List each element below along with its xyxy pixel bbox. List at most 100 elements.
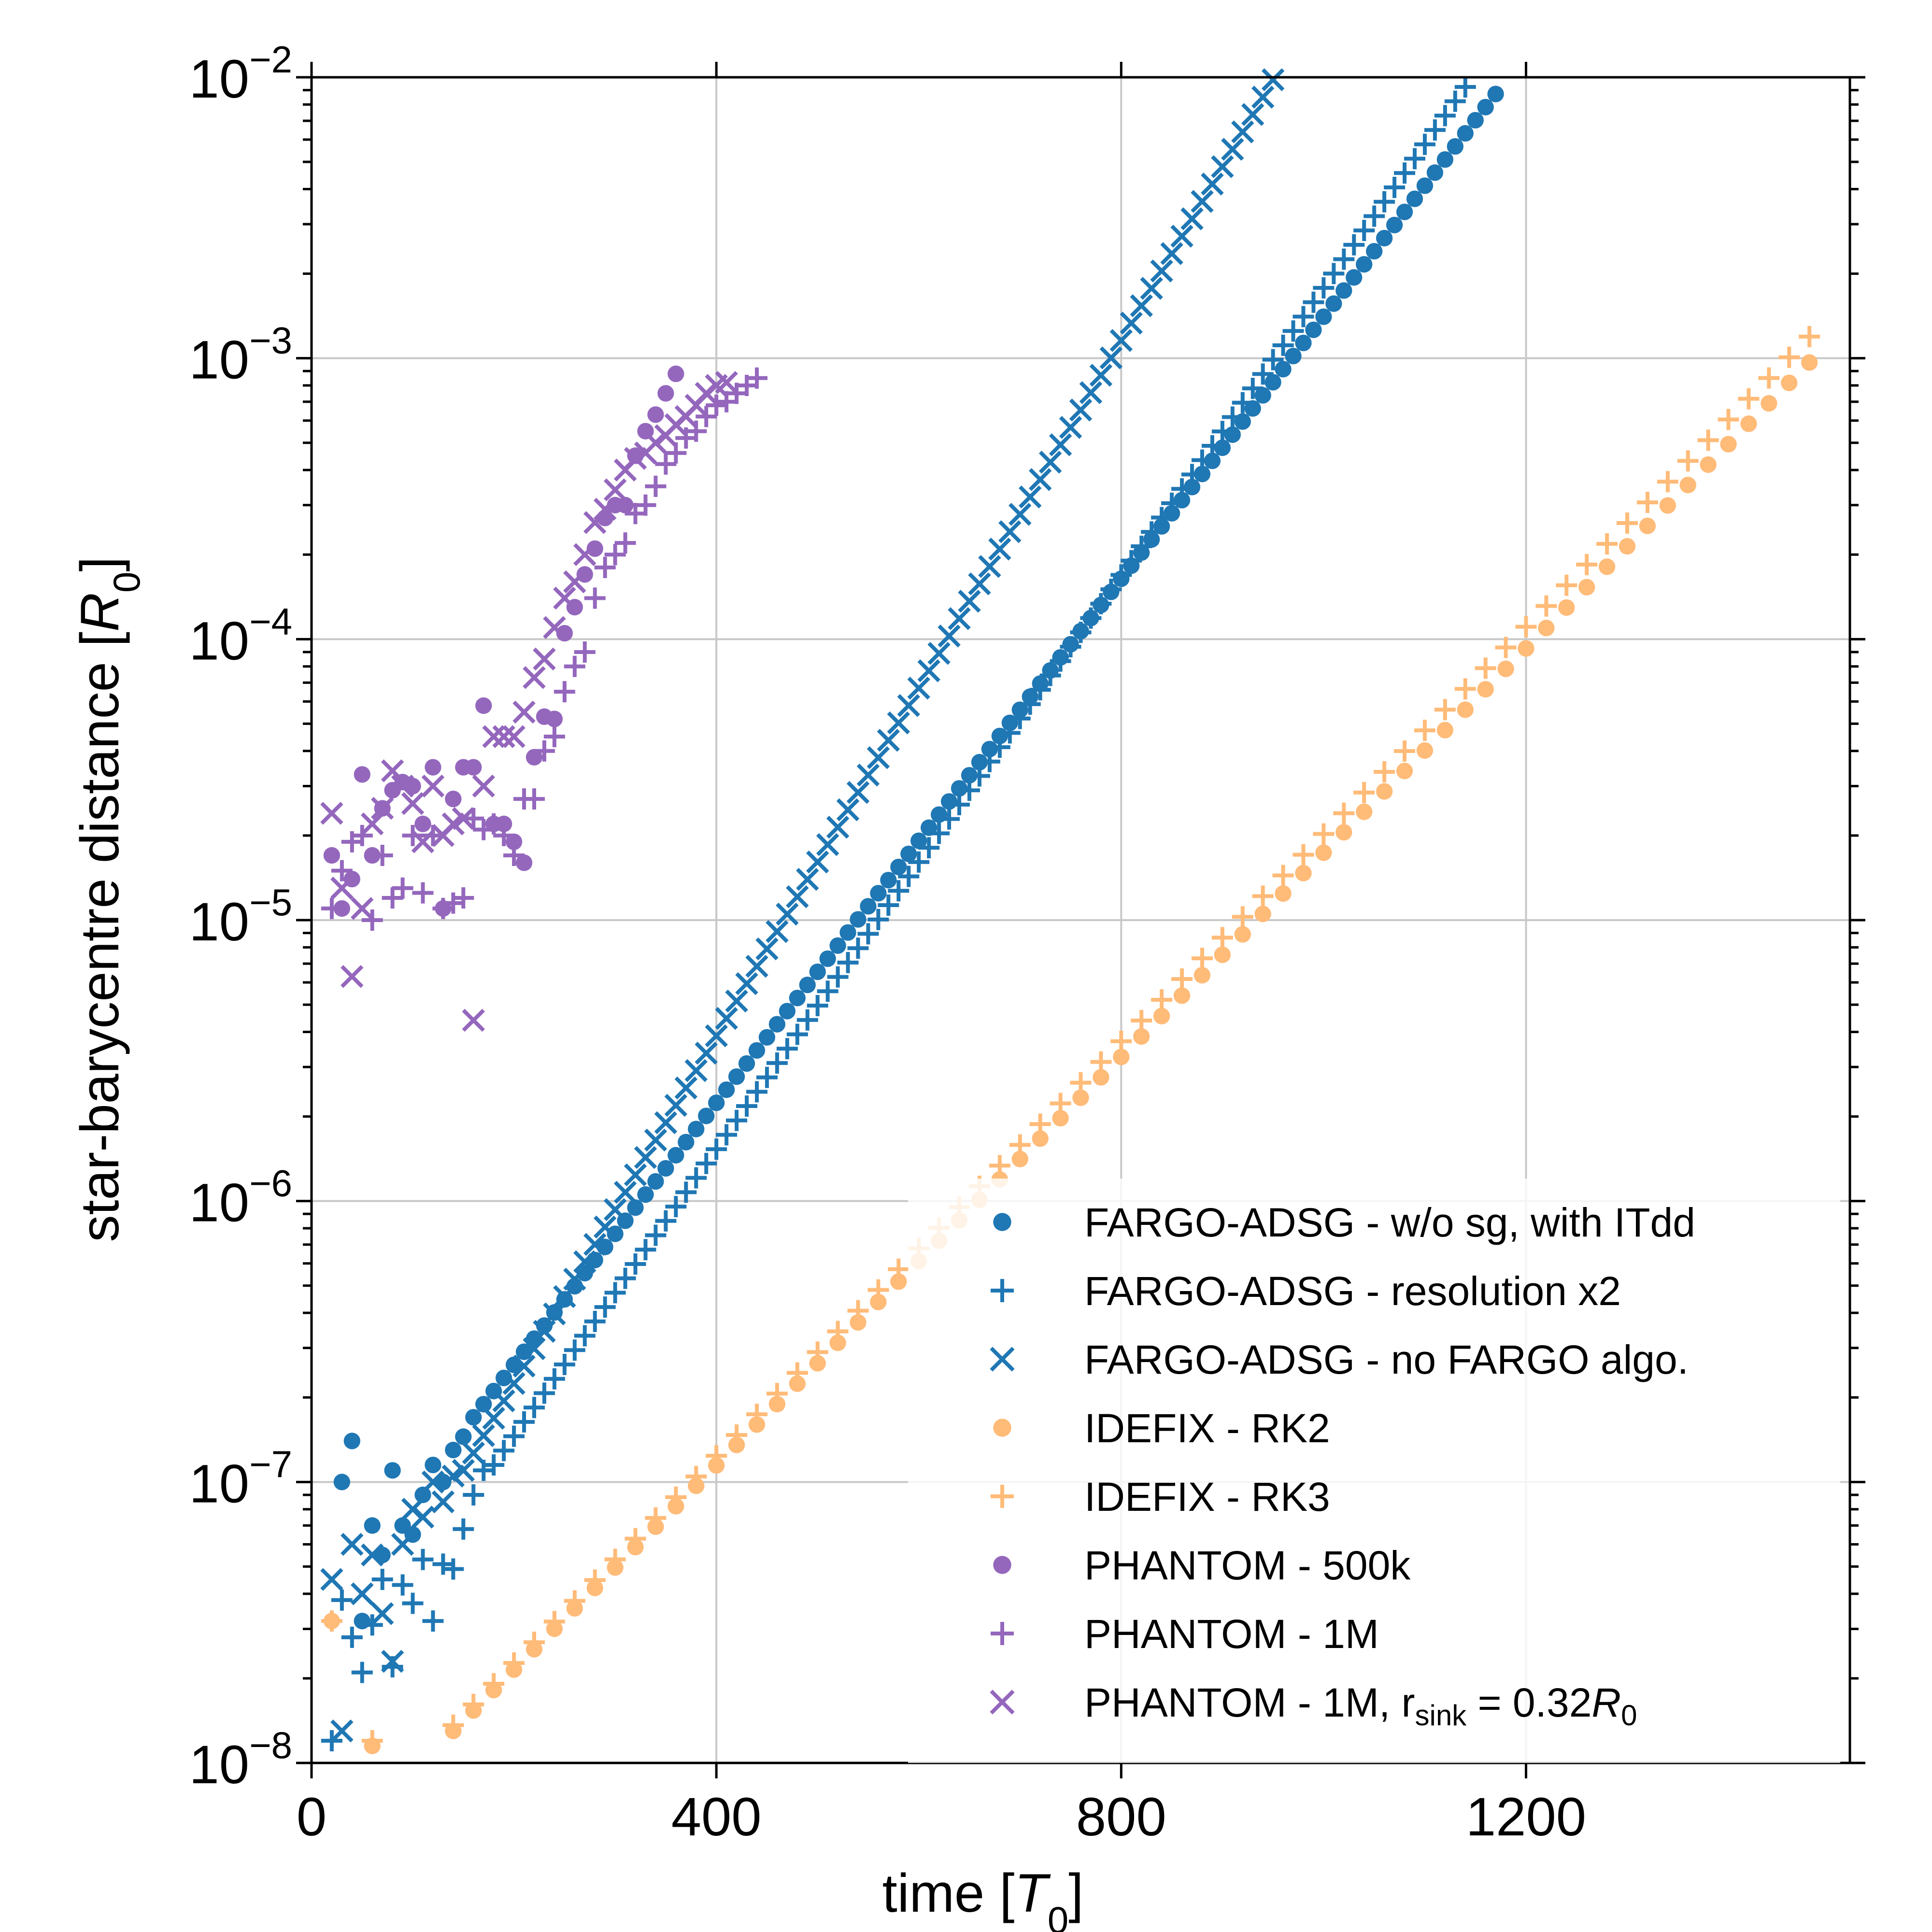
marker-stroke <box>695 1041 718 1065</box>
marker-stroke <box>360 1543 384 1567</box>
data-point <box>847 938 869 959</box>
data-point <box>1406 190 1423 207</box>
data-point <box>1657 471 1678 493</box>
data-point <box>412 882 434 904</box>
marker-stroke <box>1241 103 1264 126</box>
marker-stroke <box>674 1076 698 1100</box>
data-point <box>1617 512 1638 534</box>
marker-stroke <box>1221 138 1244 161</box>
marker-stroke <box>1211 155 1234 178</box>
data-point <box>1160 242 1183 265</box>
data-point <box>614 1267 636 1289</box>
data-point <box>850 911 867 928</box>
data-point <box>573 543 597 566</box>
data-point <box>452 1459 475 1482</box>
data-point <box>706 1138 727 1160</box>
data-point <box>1050 650 1071 672</box>
data-point <box>381 1649 404 1673</box>
data-point <box>1109 329 1133 352</box>
marker-stroke <box>958 590 981 613</box>
data-point <box>1376 783 1393 800</box>
data-point <box>341 1626 363 1648</box>
data-point <box>1457 701 1474 718</box>
marker-stroke <box>370 1602 394 1625</box>
data-point <box>1325 295 1342 312</box>
data-point <box>1416 177 1434 194</box>
marker-stroke <box>836 798 860 822</box>
data-point <box>1598 558 1616 575</box>
data-point <box>668 365 684 383</box>
data-point <box>543 1302 566 1326</box>
marker-stroke <box>1019 485 1042 509</box>
legend-marker <box>990 1690 1015 1715</box>
data-point <box>1032 1130 1049 1147</box>
data-point <box>331 860 353 881</box>
data-point <box>1778 346 1800 368</box>
data-point <box>1414 133 1435 155</box>
data-point <box>836 798 860 822</box>
data-point <box>1214 439 1231 456</box>
data-point <box>543 726 565 748</box>
marker-stroke <box>766 920 789 943</box>
data-point <box>583 1233 607 1256</box>
data-point <box>442 1714 464 1736</box>
data-point <box>847 1300 869 1321</box>
data-point <box>594 1296 616 1318</box>
data-point <box>755 937 779 961</box>
data-point <box>543 616 566 639</box>
data-point <box>1262 349 1284 370</box>
data-point <box>635 1239 656 1261</box>
data-point <box>512 1354 536 1378</box>
data-point <box>807 1341 828 1363</box>
y-tick-label: 10−8 <box>189 1724 292 1795</box>
marker-stroke <box>907 677 930 700</box>
data-point <box>959 780 980 801</box>
data-point <box>725 989 748 1013</box>
data-point <box>645 1507 667 1529</box>
marker-stroke <box>411 1506 435 1529</box>
data-point <box>1518 640 1534 657</box>
data-point <box>341 1533 364 1556</box>
data-point <box>493 824 515 846</box>
data-point <box>533 1320 556 1343</box>
data-point <box>1120 312 1143 335</box>
data-point <box>1050 1093 1071 1114</box>
marker-stroke <box>462 1009 485 1032</box>
data-point <box>779 1003 796 1020</box>
marker-stroke <box>603 478 627 501</box>
data-point <box>786 1362 808 1384</box>
data-point <box>554 1353 575 1375</box>
data-point <box>483 1673 505 1694</box>
marker-stroke <box>1140 277 1163 300</box>
data-point <box>613 1180 637 1204</box>
data-point <box>1356 803 1373 820</box>
data-point <box>665 1486 687 1508</box>
data-point <box>1029 1113 1051 1135</box>
marker-stroke <box>533 1320 556 1343</box>
data-point <box>829 1335 846 1351</box>
marker-stroke <box>917 659 940 682</box>
data-point <box>554 681 575 703</box>
data-point <box>1193 966 1211 984</box>
marker-stroke <box>472 774 495 798</box>
data-point <box>1697 429 1719 451</box>
series-6 <box>321 367 767 931</box>
data-point <box>1133 1028 1150 1045</box>
data-point <box>1384 176 1406 198</box>
data-point <box>1343 234 1365 256</box>
marker-stroke <box>613 1180 637 1204</box>
data-point <box>706 395 727 416</box>
data-point <box>698 1108 715 1124</box>
marker-stroke <box>1150 259 1173 283</box>
marker-stroke <box>1170 225 1193 248</box>
x-tick-label: 800 <box>1076 1787 1166 1847</box>
marker-stroke <box>502 725 526 748</box>
data-point <box>1231 120 1254 143</box>
data-point <box>1679 477 1696 494</box>
data-point <box>635 494 656 516</box>
data-point <box>625 1253 646 1275</box>
marker-stroke <box>735 972 758 995</box>
marker-stroke <box>776 902 799 926</box>
marker-stroke <box>482 1406 505 1430</box>
data-point <box>523 1632 545 1653</box>
